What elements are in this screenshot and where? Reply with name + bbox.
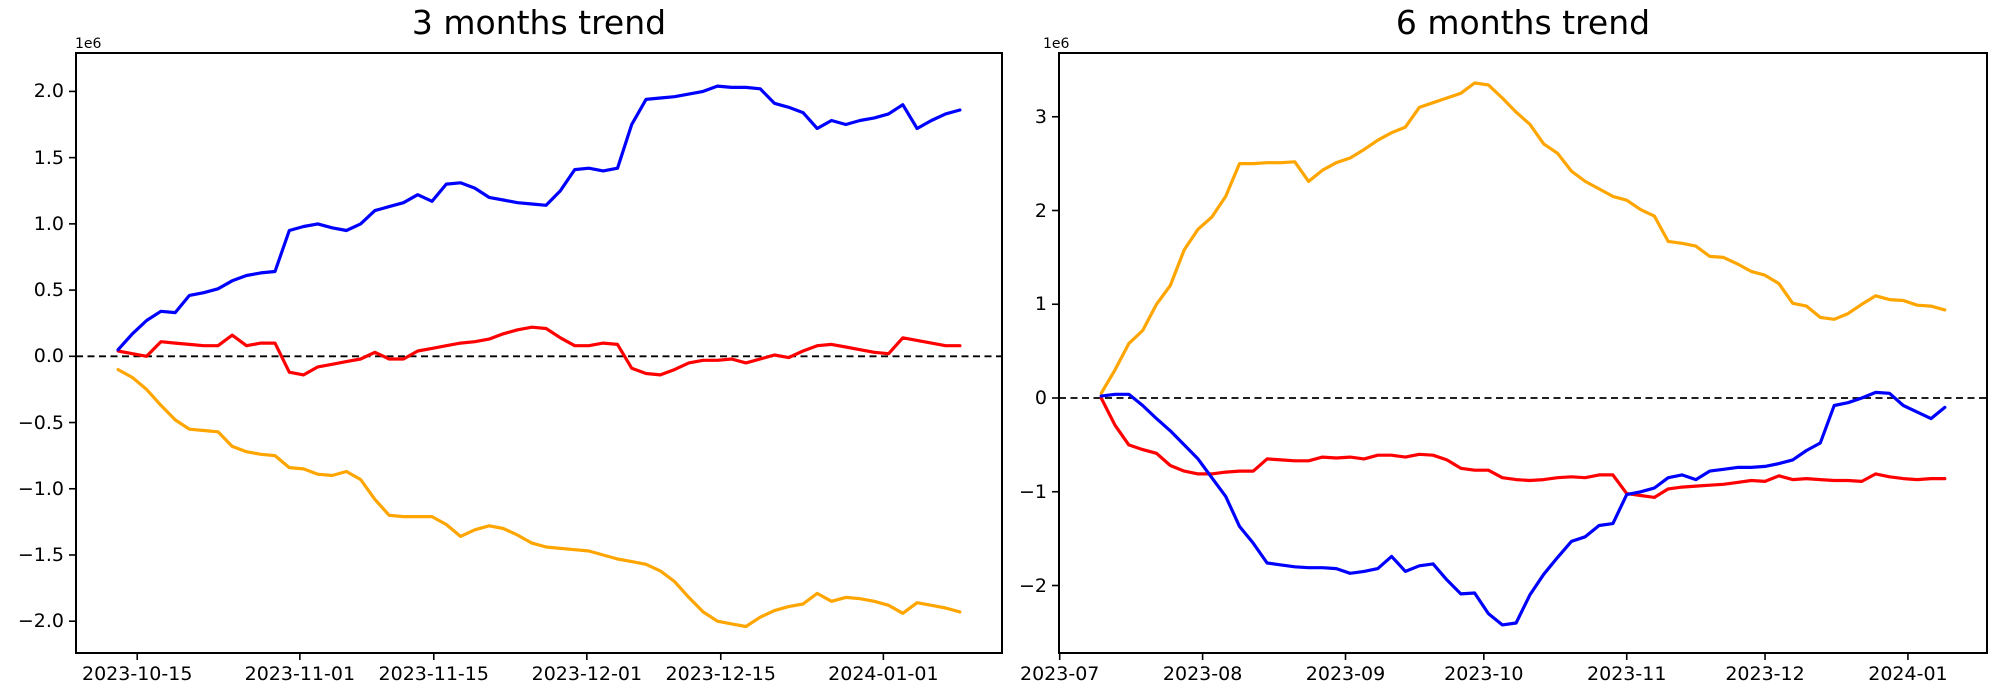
chart-title-6-months: 6 months trend: [1395, 3, 1651, 42]
x-tick-label: 2023-12-15: [665, 663, 776, 685]
x-tick-label: 2023-10: [1444, 663, 1524, 685]
y-tick-label: 2.0: [33, 80, 64, 103]
series-blue: [116, 84, 962, 352]
y-tick-label: 1.5: [33, 146, 64, 169]
x-tick-label: 2023-08: [1162, 663, 1243, 685]
y-tick-label: −1.5: [17, 543, 64, 566]
x-tick-label: 2023-11: [1587, 663, 1667, 685]
x-tick-label: 2023-12: [1725, 663, 1805, 685]
x-tick-label: 2023-12-01: [531, 663, 643, 685]
y-tick-label: 0: [1034, 387, 1047, 409]
y-tick-label: 1.0: [33, 212, 64, 235]
y-tick-label: −0.5: [17, 411, 64, 434]
x-tick-label: 2023-07: [1019, 663, 1100, 685]
series-orange: [116, 368, 962, 629]
y-tick-label: −2.0: [17, 610, 64, 633]
y-tick-label: 2: [1034, 199, 1047, 222]
y-axis-scale-label-left: 1e6: [75, 36, 102, 52]
y-tick-label: −1.0: [17, 477, 64, 500]
x-tick-label: 2023-10-15: [82, 663, 193, 685]
y-tick-label: −2: [1018, 574, 1047, 597]
x-tick-label: 2023-09: [1305, 663, 1386, 685]
y-axis-scale-label-right: 1e6: [1043, 36, 1070, 52]
plot-box: [75, 52, 1003, 654]
chart-title-3-months: 3 months trend: [411, 3, 667, 42]
x-tick-label: 2023-11-15: [378, 663, 489, 685]
y-tick-label: 1: [1034, 293, 1047, 316]
x-tick-label: 2023-11-01: [244, 663, 356, 685]
y-tick-label: 3: [1034, 105, 1047, 128]
y-tick-label: 0.5: [33, 279, 64, 302]
x-tick-label: 2024-01: [1868, 663, 1948, 685]
series-red: [116, 325, 962, 377]
series-red: [1099, 396, 1947, 499]
x-tick-label: 2024-01-01: [828, 663, 939, 685]
y-tick-label: −1: [1018, 480, 1047, 503]
y-tick-label: 0.0: [33, 345, 64, 368]
series-blue: [1099, 390, 1947, 627]
plot-box: [1058, 52, 1988, 654]
series-orange: [1099, 81, 1947, 395]
